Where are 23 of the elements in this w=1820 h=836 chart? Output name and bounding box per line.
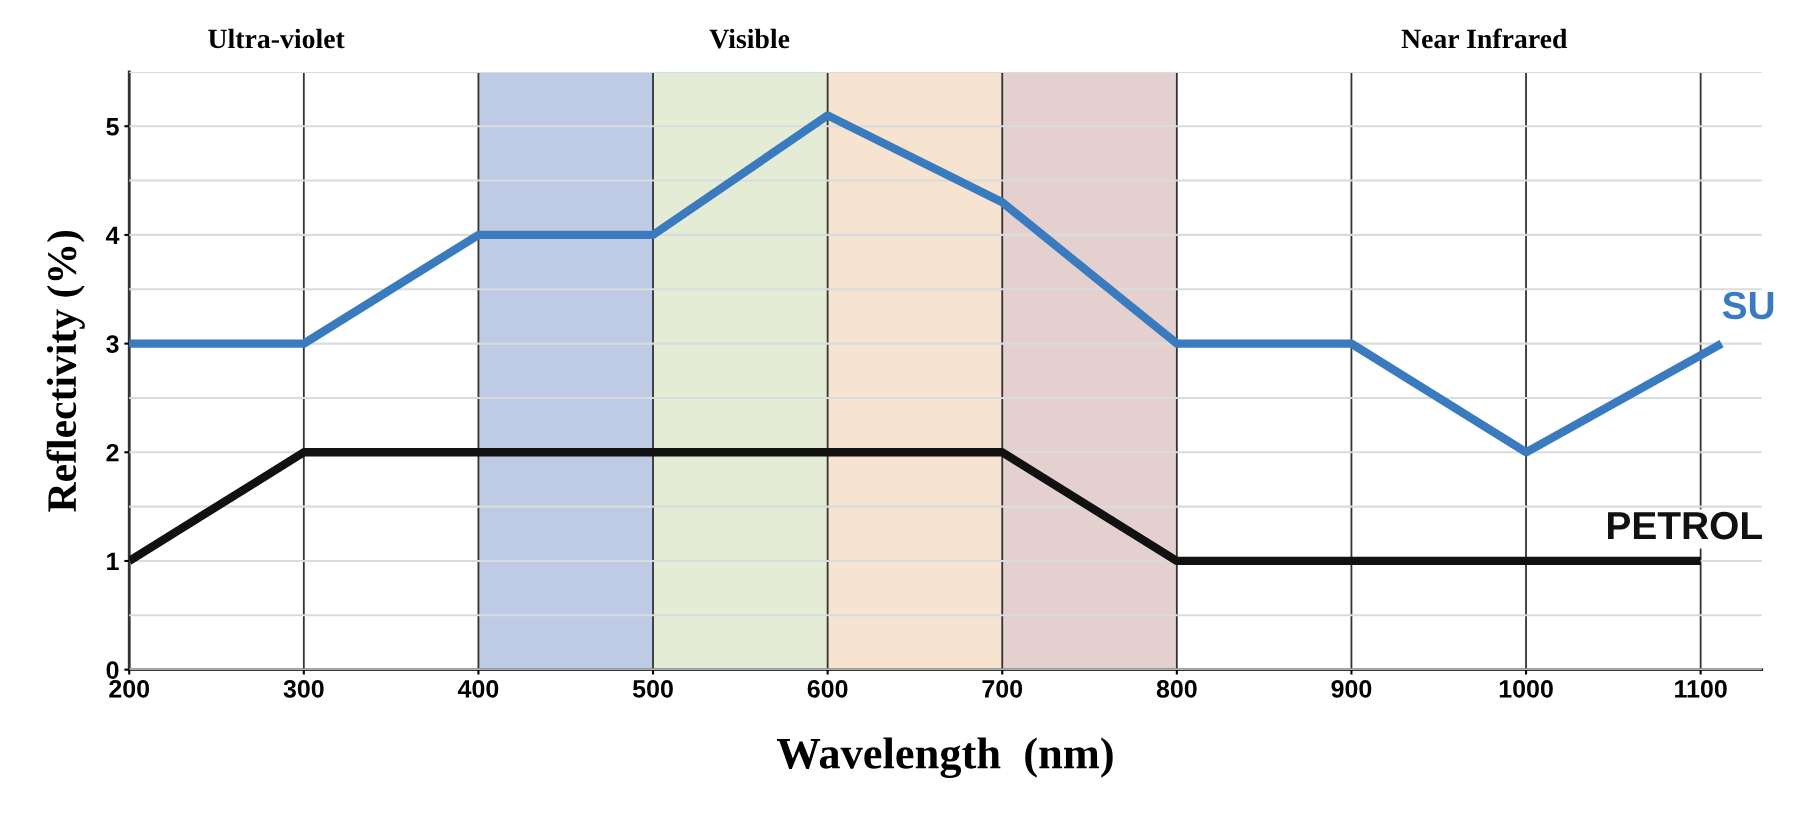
series-label: SU bbox=[1722, 291, 1774, 320]
y-tick-label: 1 bbox=[107, 552, 119, 571]
y-tick-label: 3 bbox=[106, 335, 119, 353]
x-tick-label: 600 bbox=[807, 680, 848, 698]
y-tick-label: 4 bbox=[105, 226, 120, 244]
x-tick-label: 1000 bbox=[1499, 680, 1553, 698]
x-tick-label: 200 bbox=[109, 680, 150, 698]
x-tick-label: 900 bbox=[1331, 680, 1372, 698]
y-tick-label: 0 bbox=[106, 661, 119, 679]
x-tick-label: 400 bbox=[457, 680, 499, 698]
x-axis-title: Wavelength (nm) bbox=[776, 737, 1113, 779]
text: Ultra-violet bbox=[208, 28, 345, 49]
y-axis-title: Reflectivity (%) bbox=[46, 230, 85, 512]
x-tick-label: 700 bbox=[982, 680, 1023, 698]
x-tick-label: 800 bbox=[1156, 680, 1197, 698]
y-tick-label: 5 bbox=[106, 118, 119, 136]
series-label: PETROL bbox=[1608, 511, 1762, 540]
x-tick-label: 300 bbox=[283, 680, 324, 698]
text: Near Infrared bbox=[1401, 28, 1568, 49]
x-tick-label: 500 bbox=[632, 680, 673, 698]
y-tick-label: 2 bbox=[106, 443, 119, 462]
x-tick-label: 1100 bbox=[1675, 680, 1727, 698]
text: Visible bbox=[709, 28, 790, 49]
